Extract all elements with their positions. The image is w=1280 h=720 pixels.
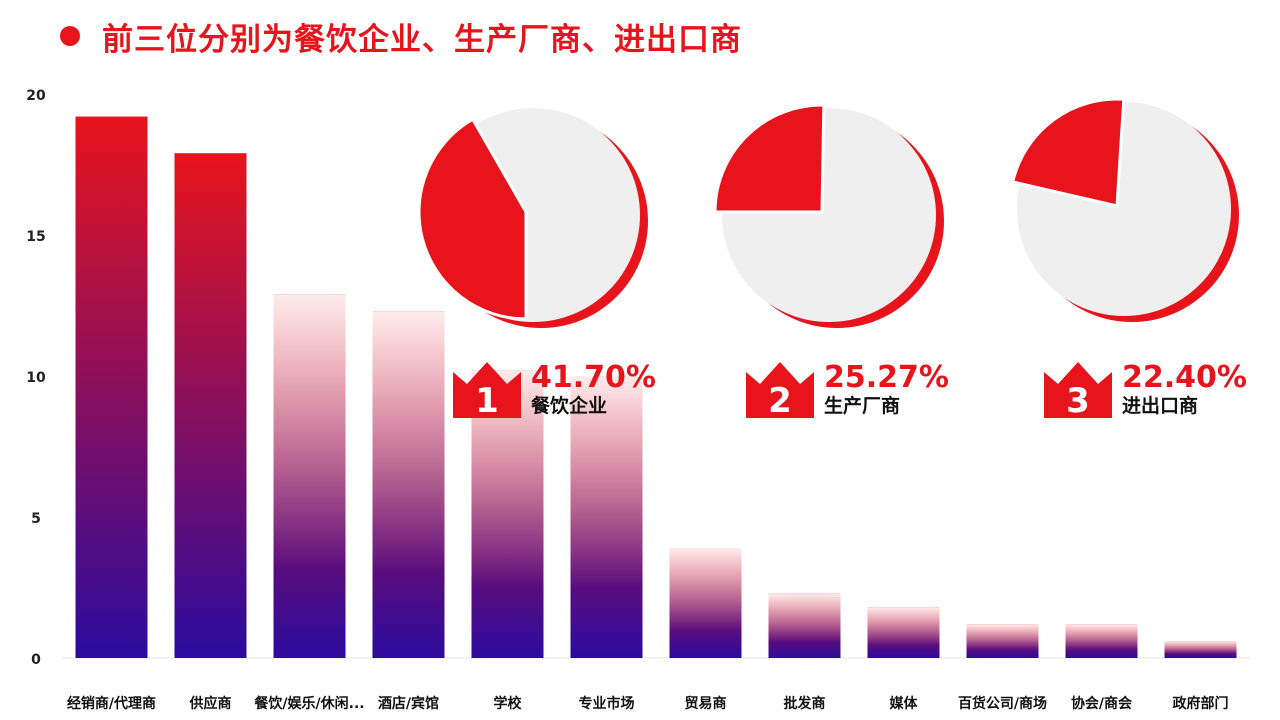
y-tick-label-1: 5 [31, 511, 41, 527]
x-tick-label-10: 协会/商会 [1071, 695, 1133, 712]
x-tick-label-11: 政府部门 [1173, 695, 1229, 712]
bullet-dot-icon [60, 26, 80, 46]
pie-slice-3 [1011, 97, 1126, 208]
bar-fade-8 [867, 607, 940, 646]
rank-number-3: 3 [1066, 381, 1090, 420]
bar-fade-5 [570, 376, 643, 588]
pie-2 [713, 103, 944, 328]
y-tick-label-4: 20 [26, 88, 46, 104]
y-tick-label-3: 15 [26, 229, 45, 245]
x-tick-label-6: 贸易商 [685, 695, 727, 712]
pie-3 [1011, 97, 1239, 322]
crown-2-icon: 2 [746, 362, 814, 420]
y-tick-label-0: 0 [31, 652, 41, 668]
y-tick-label-2: 10 [26, 370, 46, 386]
pie-slice-2 [713, 103, 826, 214]
x-tick-label-2: 餐饮/娱乐/休闲... [253, 695, 364, 712]
x-tick-label-9: 百货公司/商场 [958, 695, 1047, 712]
bar-fade-7 [768, 593, 841, 642]
pie-1 [417, 108, 648, 328]
x-tick-label-5: 专业市场 [579, 695, 635, 712]
x-tick-label-1: 供应商 [189, 695, 232, 712]
bar-0 [75, 116, 148, 658]
x-tick-label-4: 学校 [494, 695, 523, 712]
rank-card-2: 2 25.27% 生产厂商 [740, 358, 949, 420]
bar-fade-2 [273, 294, 346, 568]
crown-1-icon: 1 [453, 362, 521, 420]
rank-label-1: 餐饮企业 [531, 395, 608, 417]
rank-number-2: 2 [768, 381, 792, 420]
crown-3-icon: 3 [1044, 362, 1112, 420]
rank-label-3: 进出口商 [1122, 395, 1199, 417]
rank-percent-2: 25.27% [824, 360, 949, 395]
bar-fade-11 [1164, 641, 1237, 654]
bar-fade-9 [966, 624, 1039, 650]
rank-number-1: 1 [475, 381, 499, 420]
rank-label-2: 生产厂商 [824, 395, 901, 417]
bar-fade-3 [372, 311, 445, 572]
rank-card-1: 1 41.70% 餐饮企业 [447, 358, 656, 420]
rank-percent-1: 41.70% [531, 360, 656, 395]
x-tick-label-8: 媒体 [889, 695, 919, 712]
rank-percent-3: 22.40% [1122, 360, 1247, 395]
x-tick-label-3: 酒店/宾馆 [378, 695, 439, 712]
rank-card-3: 3 22.40% 进出口商 [1038, 358, 1247, 420]
bar-fade-10 [1065, 624, 1138, 650]
headline: 前三位分别为餐饮企业、生产厂商、进出口商 [60, 14, 742, 58]
pie-slice-1 [417, 117, 528, 321]
x-tick-label-0: 经销商/代理商 [67, 695, 156, 712]
bar-1 [174, 153, 247, 658]
headline-text: 前三位分别为餐饮企业、生产厂商、进出口商 [102, 21, 742, 58]
x-tick-label-7: 批发商 [784, 695, 826, 712]
bar-fade-6 [669, 548, 742, 631]
